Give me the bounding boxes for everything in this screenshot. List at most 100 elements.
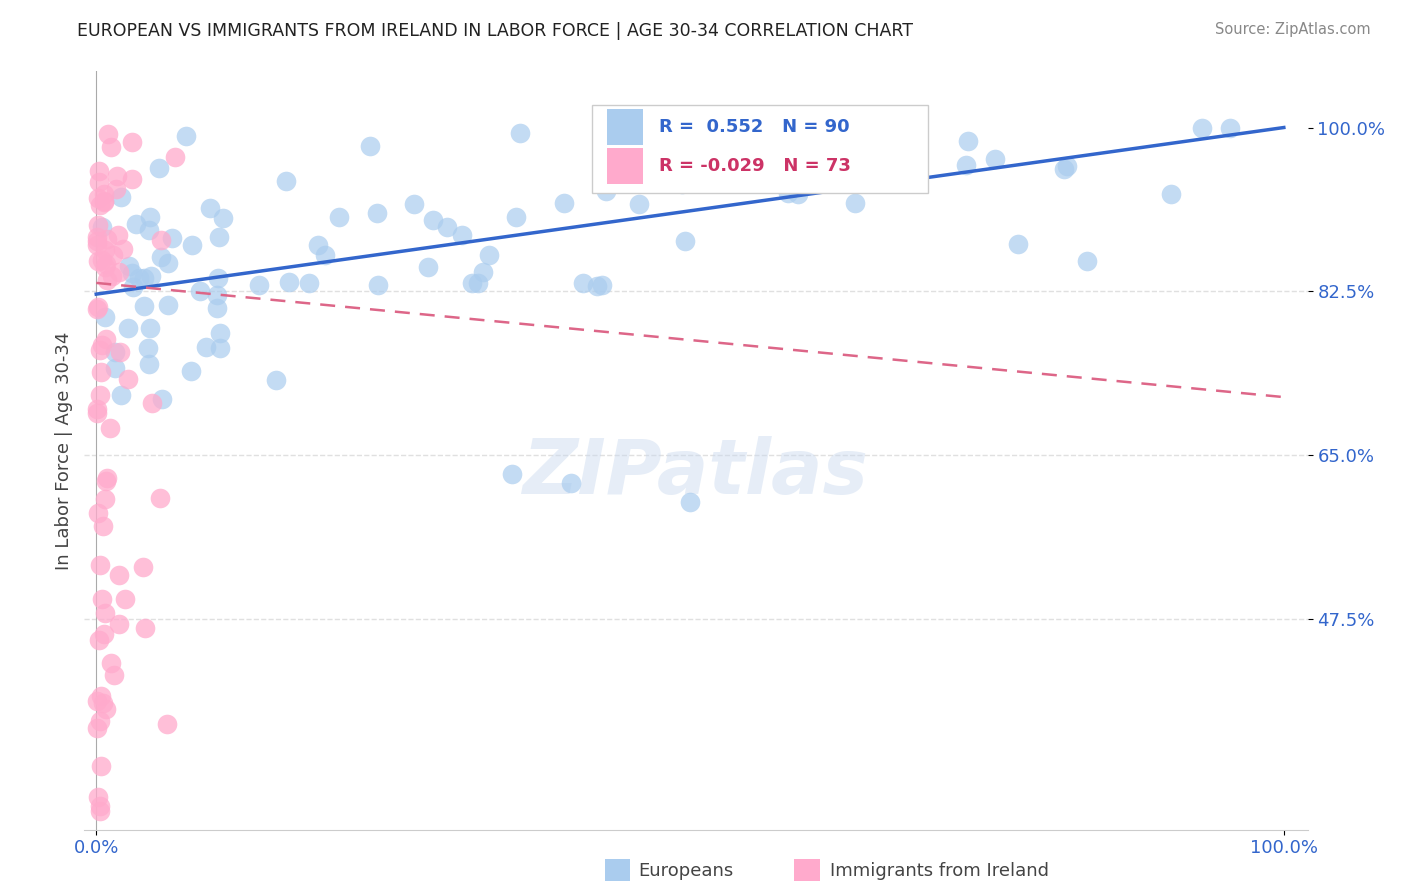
Point [359,138,381,153]
Point [121,267,143,281]
Point [249,277,271,292]
Point [86,721,108,735]
Point [132,271,155,285]
Point [139,269,162,284]
Point [274,174,297,188]
Point [94,491,117,506]
Point [100,656,122,670]
Point [152,392,174,406]
Point [149,491,172,505]
Point [87,254,110,268]
Point [93,627,115,641]
Text: EUROPEAN VS IMMIGRANTS FROM IRELAND IN LABOR FORCE | AGE 30-34 CORRELATION CHART: EUROPEAN VS IMMIGRANTS FROM IRELAND IN L… [77,22,914,40]
Text: R =  0.552   N = 90: R = 0.552 N = 90 [659,118,849,136]
Point [93,194,115,208]
Point [157,256,180,270]
Point [94,310,117,324]
Point [571,276,593,290]
Point [139,321,162,335]
Point [89,197,111,211]
Point [103,667,125,681]
Point [94,243,117,257]
Point [984,152,1007,166]
Point [90,689,112,703]
Point [141,396,163,410]
Point [128,271,150,285]
Point [110,190,132,204]
Point [96,232,118,246]
Point [134,621,156,635]
Point [207,271,229,285]
Point [89,343,111,357]
Point [100,269,122,284]
Point [328,211,350,225]
Point [560,476,582,491]
Point [110,388,132,402]
Point [94,257,117,271]
Point [669,128,692,142]
Point [132,560,155,574]
Point [212,211,235,226]
Point [117,372,139,386]
Point [91,220,114,235]
Point [1160,186,1182,201]
FancyBboxPatch shape [592,105,928,193]
Point [1056,159,1078,173]
Point [93,194,115,209]
Point [1219,120,1241,135]
Point [107,227,129,242]
Point [165,151,187,165]
Point [157,298,180,312]
Point [478,247,501,261]
Point [138,223,160,237]
Point [90,252,112,267]
Point [87,175,110,189]
Point [837,142,859,156]
Text: R = -0.029   N = 73: R = -0.029 N = 73 [659,157,851,175]
Point [472,264,495,278]
Text: Source: ZipAtlas.com: Source: ZipAtlas.com [1215,22,1371,37]
Point [87,218,110,232]
Point [422,213,444,227]
Point [114,592,136,607]
Point [86,302,108,317]
Point [96,332,118,346]
Point [367,278,389,293]
Point [1191,120,1213,135]
Point [139,210,162,224]
Point [94,475,117,489]
Point [509,126,531,140]
Point [450,227,472,242]
Point [108,617,131,632]
Point [90,338,112,352]
Point [90,365,112,379]
Point [553,195,575,210]
Point [612,128,634,142]
Point [90,759,112,773]
Point [86,693,108,707]
Point [460,276,482,290]
Point [111,242,134,256]
Y-axis label: In Labor Force | Age 30-34: In Labor Force | Age 30-34 [55,331,73,570]
Point [105,169,128,184]
Point [148,161,170,176]
Point [180,237,202,252]
Point [100,140,122,154]
Point [89,714,111,728]
Point [125,217,148,231]
Point [89,558,111,573]
Point [1007,237,1029,252]
Point [91,518,114,533]
Point [198,201,221,215]
Point [93,187,115,202]
Point [91,592,114,607]
Point [149,233,172,247]
Point [787,187,810,202]
Point [628,196,651,211]
Point [86,506,108,520]
Point [87,789,110,804]
Point [156,717,179,731]
Point [955,157,977,171]
Point [1053,162,1076,177]
Point [174,128,197,143]
